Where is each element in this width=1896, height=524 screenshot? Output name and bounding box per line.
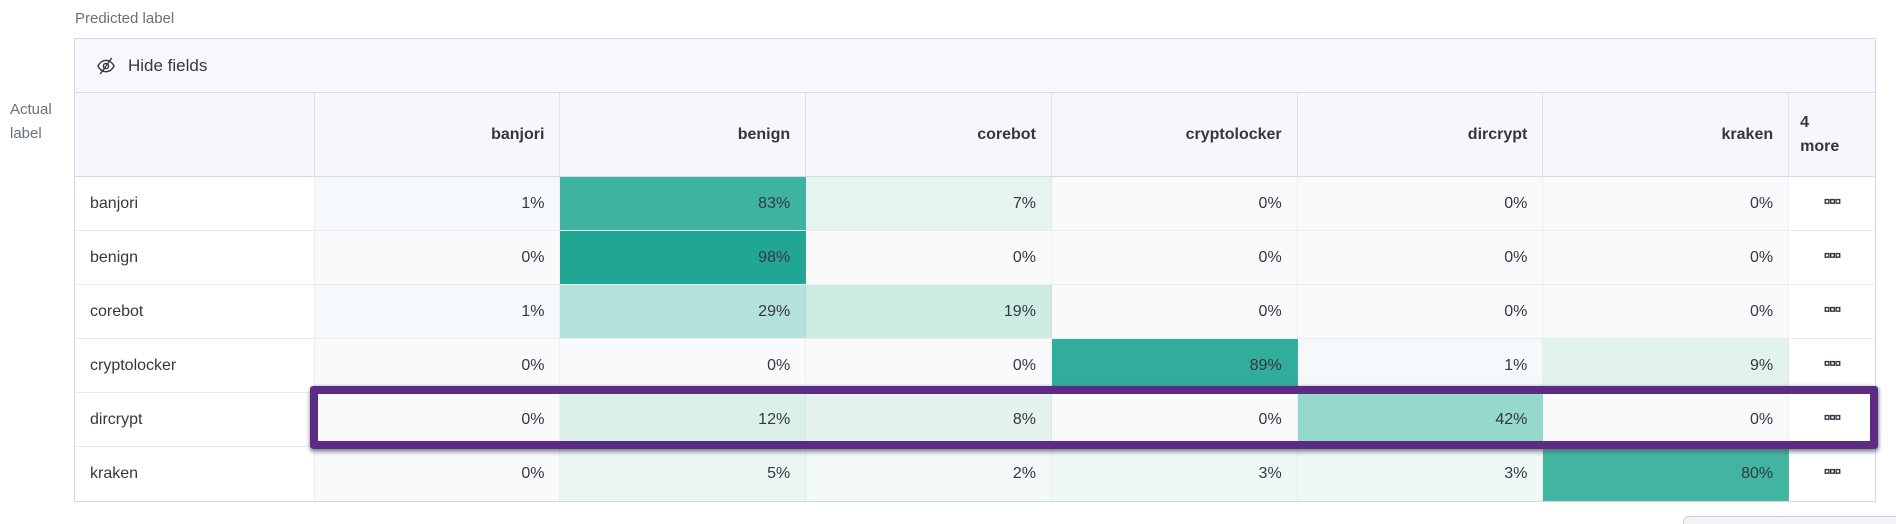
- grid-toolbar: Hide fields: [75, 39, 1875, 93]
- matrix-cell-benign-kraken[interactable]: 0%: [1543, 231, 1790, 284]
- row-label-cryptolocker[interactable]: cryptolocker: [75, 339, 315, 392]
- boxes-horizontal-icon: [1824, 355, 1841, 377]
- row-actions-kraken[interactable]: [1789, 447, 1876, 501]
- column-header-corebot[interactable]: corebot: [806, 93, 1052, 176]
- eye-closed-icon: [96, 56, 116, 76]
- matrix-cell-cryptolocker-cryptolocker[interactable]: 89%: [1051, 339, 1298, 392]
- matrix-cell-cryptolocker-kraken[interactable]: 9%: [1543, 339, 1790, 392]
- matrix-cell-kraken-corebot[interactable]: 2%: [806, 447, 1052, 501]
- actual-label-line1: Actual: [10, 101, 52, 118]
- matrix-cell-kraken-benign[interactable]: 5%: [560, 447, 807, 501]
- row-actions-dircrypt[interactable]: [1789, 393, 1876, 446]
- matrix-cell-banjori-corebot[interactable]: 7%: [806, 177, 1052, 230]
- grid-body: banjori 1% 83% 7% 0% 0% 0% benign 0% 98% 0% 0% 0% 0% c…: [75, 177, 1876, 501]
- actual-label: Actual label: [10, 98, 52, 146]
- boxes-horizontal-icon: [1824, 247, 1841, 269]
- matrix-cell-cryptolocker-dircrypt[interactable]: 1%: [1297, 339, 1544, 392]
- matrix-cell-benign-corebot[interactable]: 0%: [806, 231, 1052, 284]
- matrix-cell-benign-dircrypt[interactable]: 0%: [1297, 231, 1544, 284]
- matrix-cell-banjori-benign[interactable]: 83%: [560, 177, 807, 230]
- matrix-cell-dircrypt-corebot[interactable]: 8%: [806, 393, 1052, 446]
- matrix-cell-benign-benign[interactable]: 98%: [560, 231, 807, 284]
- row-actions-cryptolocker[interactable]: [1789, 339, 1876, 392]
- column-header-kraken[interactable]: kraken: [1543, 93, 1790, 176]
- matrix-cell-dircrypt-kraken[interactable]: 0%: [1543, 393, 1790, 446]
- corner-header-cell: [75, 93, 315, 176]
- column-header-dircrypt[interactable]: dircrypt: [1298, 93, 1544, 176]
- boxes-horizontal-icon: [1824, 301, 1841, 323]
- matrix-cell-banjori-kraken[interactable]: 0%: [1543, 177, 1790, 230]
- matrix-cell-dircrypt-dircrypt[interactable]: 42%: [1297, 393, 1544, 446]
- matrix-cell-corebot-corebot[interactable]: 19%: [806, 285, 1052, 338]
- matrix-cell-benign-cryptolocker[interactable]: 0%: [1051, 231, 1298, 284]
- row-label-benign[interactable]: benign: [75, 231, 315, 284]
- matrix-row-dircrypt: dircrypt 0% 12% 8% 0% 42% 0%: [75, 393, 1876, 447]
- matrix-cell-kraken-dircrypt[interactable]: 3%: [1297, 447, 1544, 501]
- row-actions-banjori[interactable]: [1789, 177, 1876, 230]
- more-columns-word: more: [1800, 137, 1840, 155]
- matrix-row-cryptolocker: cryptolocker 0% 0% 0% 89% 1% 9%: [75, 339, 1876, 393]
- matrix-row-banjori: banjori 1% 83% 7% 0% 0% 0%: [75, 177, 1876, 231]
- more-columns-count: 4: [1800, 113, 1810, 131]
- matrix-cell-cryptolocker-benign[interactable]: 0%: [560, 339, 807, 392]
- boxes-horizontal-icon: [1824, 193, 1841, 215]
- matrix-cell-kraken-kraken[interactable]: 80%: [1543, 447, 1790, 501]
- matrix-cell-dircrypt-cryptolocker[interactable]: 0%: [1051, 393, 1298, 446]
- confusion-matrix-grid: Hide fields banjori benign corebot cryptolo…: [74, 38, 1876, 502]
- row-actions-benign[interactable]: [1789, 231, 1876, 284]
- matrix-cell-corebot-benign[interactable]: 29%: [560, 285, 807, 338]
- matrix-cell-dircrypt-benign[interactable]: 12%: [560, 393, 807, 446]
- matrix-cell-corebot-banjori[interactable]: 1%: [314, 285, 561, 338]
- row-label-kraken[interactable]: kraken: [75, 447, 315, 501]
- matrix-row-kraken: kraken 0% 5% 2% 3% 3% 80%: [75, 447, 1876, 501]
- row-actions-corebot[interactable]: [1789, 285, 1876, 338]
- matrix-cell-dircrypt-banjori[interactable]: 0%: [314, 393, 561, 446]
- matrix-cell-banjori-cryptolocker[interactable]: 0%: [1051, 177, 1298, 230]
- actual-label-line2: label: [10, 125, 42, 142]
- column-header-cryptolocker[interactable]: cryptolocker: [1052, 93, 1298, 176]
- column-header-banjori[interactable]: banjori: [315, 93, 561, 176]
- matrix-cell-cryptolocker-banjori[interactable]: 0%: [314, 339, 561, 392]
- matrix-cell-banjori-banjori[interactable]: 1%: [314, 177, 561, 230]
- column-header-benign[interactable]: benign: [560, 93, 807, 176]
- hide-fields-button[interactable]: Hide fields: [96, 56, 207, 76]
- matrix-row-corebot: corebot 1% 29% 19% 0% 0% 0%: [75, 285, 1876, 339]
- row-label-banjori[interactable]: banjori: [75, 177, 315, 230]
- matrix-row-benign: benign 0% 98% 0% 0% 0% 0%: [75, 231, 1876, 285]
- horizontal-scrollbar[interactable]: [1683, 516, 1896, 524]
- matrix-cell-benign-banjori[interactable]: 0%: [314, 231, 561, 284]
- matrix-cell-corebot-cryptolocker[interactable]: 0%: [1051, 285, 1298, 338]
- more-columns-header[interactable]: 4 more: [1789, 93, 1875, 176]
- header-row: banjori benign corebot cryptolocker dircrypt…: [75, 93, 1875, 177]
- matrix-cell-banjori-dircrypt[interactable]: 0%: [1297, 177, 1544, 230]
- boxes-horizontal-icon: [1824, 409, 1841, 431]
- matrix-cell-corebot-dircrypt[interactable]: 0%: [1297, 285, 1544, 338]
- hide-fields-label: Hide fields: [128, 55, 208, 75]
- matrix-cell-corebot-kraken[interactable]: 0%: [1543, 285, 1790, 338]
- matrix-cell-kraken-cryptolocker[interactable]: 3%: [1051, 447, 1298, 501]
- row-label-corebot[interactable]: corebot: [75, 285, 315, 338]
- matrix-cell-kraken-banjori[interactable]: 0%: [314, 447, 561, 501]
- matrix-cell-cryptolocker-corebot[interactable]: 0%: [806, 339, 1052, 392]
- boxes-horizontal-icon: [1824, 463, 1841, 485]
- predicted-label: Predicted label: [75, 10, 175, 27]
- row-label-dircrypt[interactable]: dircrypt: [75, 393, 315, 446]
